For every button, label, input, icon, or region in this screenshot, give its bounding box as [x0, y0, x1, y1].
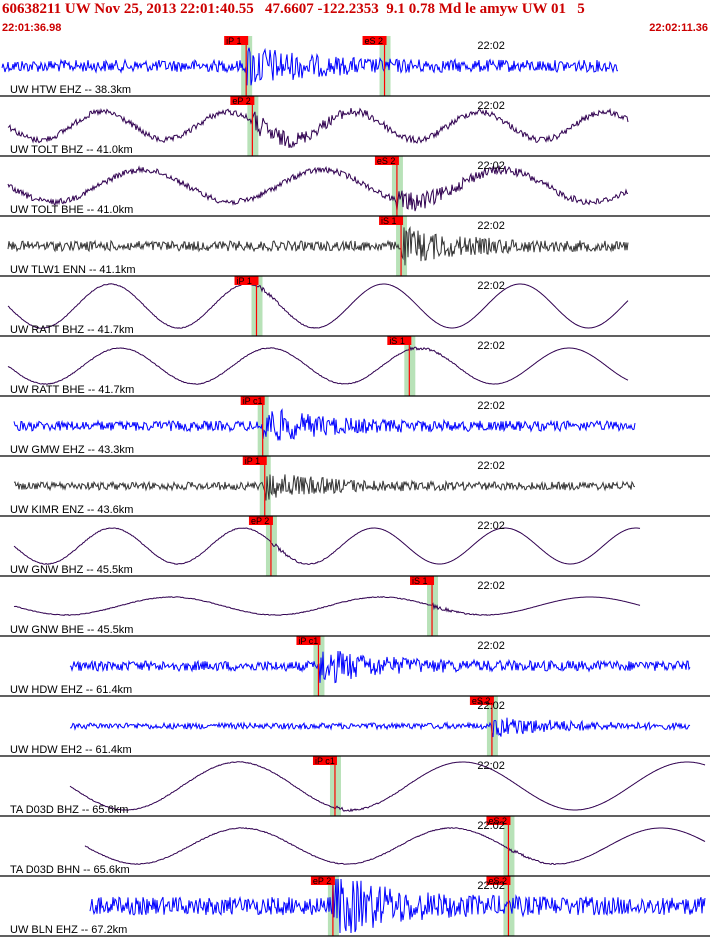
trace-label-1: UW TOLT BHZ -- 41.0km	[10, 144, 133, 156]
pick-label-10-0: iP c1	[298, 636, 318, 646]
pick-flag-8-0[interactable]	[248, 516, 273, 525]
event-title: 60638211 UW Nov 25, 2013 22:01:40.55 47.…	[2, 1, 585, 17]
minute-tick-label-9: 22:02	[477, 580, 505, 592]
pick-flag-10-0[interactable]	[296, 636, 321, 645]
pick-flag-12-0[interactable]	[312, 756, 337, 765]
pick-label-5-0: iS 1	[389, 336, 405, 346]
minute-tick-label-10: 22:02	[477, 640, 505, 652]
trace-label-5: UW RATT BHE -- 41.7km	[10, 384, 134, 396]
waveform-bhz-4	[7, 283, 629, 329]
minute-tick-label-3: 22:02	[477, 220, 505, 232]
pick-label-12-0: iP c1	[315, 756, 335, 766]
waveform-ehz-0	[1, 47, 619, 86]
pick-label-8-0: eP 2	[251, 516, 269, 526]
waveform-bhe-9	[13, 596, 641, 616]
trace-label-10: UW HDW EHZ -- 61.4km	[10, 684, 132, 696]
pick-flag-5-0[interactable]	[387, 336, 412, 345]
trace-label-2: UW TOLT BHE -- 41.0km	[10, 204, 133, 216]
minute-tick-label-0: 22:02	[477, 40, 505, 52]
pick-flag-3-0[interactable]	[379, 216, 404, 225]
waveform-bhz-8	[13, 527, 641, 565]
pick-label-0-1: eS 2	[365, 36, 384, 46]
pick-flag-0-0[interactable]	[224, 36, 249, 45]
minute-tick-label-6: 22:02	[477, 400, 505, 412]
pick-flag-9-0[interactable]	[410, 576, 435, 585]
pick-label-13-0: eS 2	[488, 816, 507, 826]
trace-label-6: UW GMW EHZ -- 43.3km	[10, 444, 134, 456]
pick-label-1-0: eP 2	[232, 96, 250, 106]
minute-tick-label-14: 22:02	[477, 880, 505, 892]
pick-flag-1-0[interactable]	[230, 96, 255, 105]
waveform-eh2-11	[69, 717, 691, 738]
waveform-bhz-1	[7, 107, 629, 148]
pick-flag-2-0[interactable]	[374, 156, 399, 165]
pick-flag-7-0[interactable]	[242, 456, 267, 465]
waveform-ehz-6	[13, 408, 636, 441]
trace-label-9: UW GNW BHE -- 45.5km	[10, 624, 133, 636]
minute-tick-label-12: 22:02	[477, 760, 505, 772]
pick-label-11-0: eS 2	[472, 696, 491, 706]
trace-label-11: UW HDW EH2 -- 61.4km	[10, 744, 132, 756]
window-start-time: 22:01:36.98	[2, 22, 62, 34]
pick-flag-13-0[interactable]	[486, 816, 511, 825]
pick-flag-11-0[interactable]	[469, 696, 494, 705]
pick-label-0-0: iP 1	[226, 36, 241, 46]
trace-label-layer: 22:02 UW HTW EHZ -- 38.3km 22:02 UW TOLT BH…	[0, 40, 710, 937]
minute-tick-label-8: 22:02	[477, 520, 505, 532]
minute-tick-label-5: 22:02	[477, 340, 505, 352]
trace-label-3: UW TLW1 ENN -- 41.1km	[10, 264, 136, 276]
pick-label-14-0: eP 2	[313, 876, 331, 886]
pick-label-14-1: eS 2	[488, 876, 507, 886]
minute-tick-label-4: 22:02	[477, 280, 505, 292]
minute-tick-label-1: 22:02	[477, 100, 505, 112]
pick-label-2-0: eS 2	[377, 156, 396, 166]
trace-label-14: UW BLN EHZ -- 67.2km	[10, 924, 127, 936]
trace-layer	[1, 47, 706, 934]
pick-flag-14-0[interactable]	[310, 876, 335, 885]
pick-label-9-0: iS 1	[412, 576, 428, 586]
trace-label-4: UW RATT BHZ -- 41.7km	[10, 324, 134, 336]
pick-marker-layer: iP 1 eS 2 eP 2 eS 2 iS 1 iP 1 iS 1 iP c1 iP 1 eP …	[224, 36, 511, 936]
waveform-ehz-10	[69, 650, 691, 684]
waveform-bhz-12	[69, 761, 706, 813]
trace-label-0: UW HTW EHZ -- 38.3km	[10, 84, 131, 96]
minute-tick-label-2: 22:02	[477, 160, 505, 172]
pick-flag-0-1[interactable]	[362, 36, 387, 45]
minute-tick-label-13: 22:02	[477, 820, 505, 832]
pick-label-3-0: iS 1	[381, 216, 397, 226]
trace-label-12: TA D03D BHZ -- 65.6km	[10, 804, 128, 816]
pick-flag-6-0[interactable]	[240, 396, 265, 405]
minute-tick-label-11: 22:02	[477, 700, 505, 712]
waveform-bhe-2	[7, 165, 629, 212]
window-end-time: 22:02:11.36	[649, 22, 708, 34]
pick-flag-4-0[interactable]	[234, 276, 259, 285]
seismogram-panel[interactable]: iP 1 eS 2 eP 2 eS 2 iS 1 iP 1 iS 1 iP c1 iP 1 eP …	[0, 36, 710, 938]
trace-label-7: UW KIMR ENZ -- 43.6km	[10, 504, 133, 516]
waveform-bhe-5	[7, 345, 629, 385]
waveform-enz-7	[13, 474, 636, 501]
waveform-bhn-13	[84, 827, 706, 866]
pick-flag-14-1[interactable]	[486, 876, 511, 885]
waveform-ehz-14	[89, 878, 706, 934]
pick-label-6-0: iP c1	[243, 396, 263, 406]
pick-label-7-0: iP 1	[245, 456, 260, 466]
event-header: 60638211 UW Nov 25, 2013 22:01:40.55 47.…	[0, 0, 710, 36]
waveform-enn-3	[7, 225, 629, 266]
minute-tick-label-7: 22:02	[477, 460, 505, 472]
trace-label-8: UW GNW BHZ -- 45.5km	[10, 564, 133, 576]
trace-label-13: TA D03D BHN -- 65.6km	[10, 864, 130, 876]
pick-label-4-0: iP 1	[236, 276, 251, 286]
